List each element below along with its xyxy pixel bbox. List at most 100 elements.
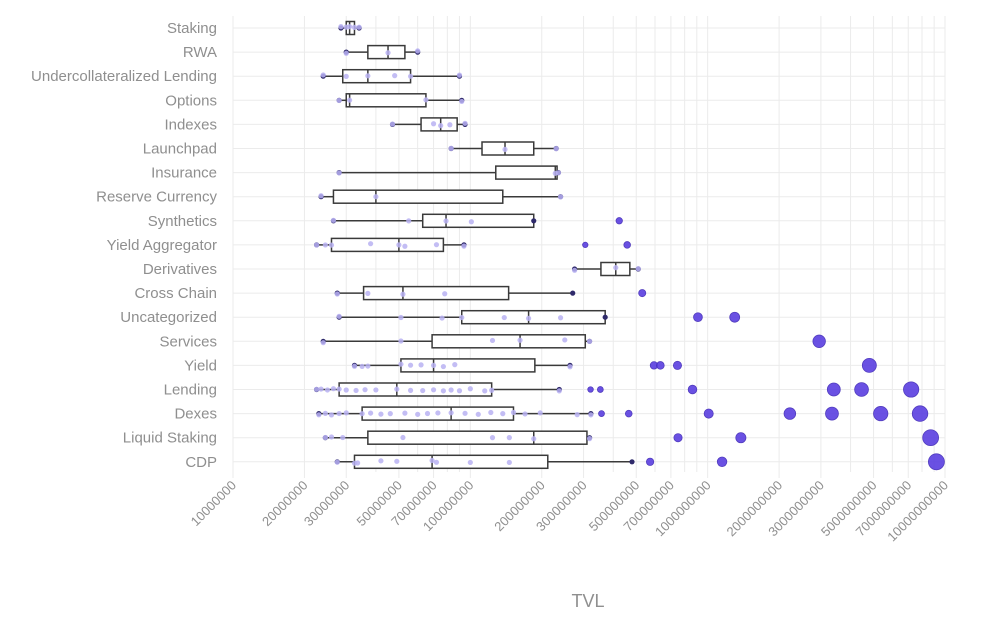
data-point-options <box>423 97 429 103</box>
category-label-indexes: Indexes <box>164 116 217 133</box>
data-point-lending <box>556 388 562 394</box>
data-point-undercollateralized-lending <box>456 72 463 78</box>
data-point-yield-aggregator <box>396 242 402 248</box>
category-label-insurance: Insurance <box>151 165 217 182</box>
data-point-dexes <box>435 410 441 416</box>
outlier-point-synthetics <box>615 217 623 225</box>
category-label-derivatives: Derivatives <box>143 261 217 278</box>
data-point-uncategorized <box>459 314 465 321</box>
outlier-point-cdp <box>646 457 655 466</box>
category-label-lending: Lending <box>164 382 217 399</box>
data-point-yield <box>407 362 414 368</box>
data-point-yield <box>365 363 371 369</box>
x-axis-title: TVL <box>571 591 604 611</box>
outlier-point-uncategorized <box>729 311 741 323</box>
data-point-yield <box>440 363 446 370</box>
category-label-yield: Yield <box>184 357 217 374</box>
data-point-dexes <box>488 409 494 416</box>
data-point-yield-aggregator <box>322 242 328 248</box>
data-point-derivatives <box>572 267 578 273</box>
data-point-lending <box>330 386 337 392</box>
data-point-yield-aggregator <box>433 242 440 248</box>
data-point-yield-aggregator <box>461 243 467 249</box>
point-layer <box>313 24 945 471</box>
box-insurance <box>336 165 562 180</box>
data-point-indexes <box>389 121 396 127</box>
iqr-box-synthetics <box>421 213 535 229</box>
data-point-indexes <box>447 122 453 128</box>
data-point-launchpad <box>553 146 559 152</box>
category-label-options: Options <box>165 92 217 109</box>
data-point-indexes <box>430 121 437 127</box>
data-point-dexes <box>475 411 481 417</box>
x-tick-label: 30000000 <box>301 478 353 530</box>
data-point-services <box>586 338 593 344</box>
data-point-synthetics <box>443 218 449 224</box>
data-point-lending <box>324 387 331 393</box>
data-point-liquid-staking <box>506 435 512 441</box>
outlier-point-uncategorized <box>693 312 703 323</box>
data-point-options <box>459 98 465 105</box>
data-point-dexes <box>510 409 517 416</box>
outlier-point-liquid-staking <box>922 429 939 447</box>
whisker-high-end-cross-chain <box>570 290 576 296</box>
outlier-point-dexes <box>624 409 633 418</box>
outlier-point-lending <box>903 381 920 398</box>
data-point-uncategorized <box>557 315 564 321</box>
data-point-undercollateralized-lending <box>343 73 349 79</box>
category-label-cdp: CDP <box>185 454 217 471</box>
data-point-lending <box>467 386 473 392</box>
data-point-reserve-currency <box>557 194 564 200</box>
outlier-point-services <box>812 334 826 348</box>
data-point-cross-chain <box>365 290 371 296</box>
outlier-point-lending <box>854 382 869 397</box>
data-point-lending <box>448 387 454 393</box>
data-point-cross-chain <box>400 291 406 297</box>
box-options <box>336 93 465 108</box>
data-point-rwa <box>385 50 391 56</box>
outlier-point-cdp <box>716 456 728 467</box>
data-point-lending <box>407 387 414 393</box>
data-point-yield <box>398 361 404 367</box>
data-point-services <box>562 337 568 343</box>
data-point-lending <box>456 388 463 394</box>
data-point-lending <box>482 388 488 394</box>
data-point-cdp <box>467 459 473 466</box>
iqr-box-yield-aggregator <box>330 237 445 253</box>
iqr-box-uncategorized <box>460 309 606 325</box>
data-point-cdp <box>433 459 440 465</box>
category-label-reserve-currency: Reserve Currency <box>96 189 217 206</box>
data-point-services <box>398 338 404 344</box>
data-point-staking <box>356 24 362 30</box>
iqr-box-insurance <box>495 165 558 180</box>
data-point-synthetics <box>468 219 474 225</box>
whisker-high-end-synthetics <box>531 218 537 224</box>
data-point-cdp <box>429 457 435 464</box>
whisker-high-end-uncategorized <box>602 314 608 320</box>
outlier-point-dexes <box>911 405 929 422</box>
iqr-box-undercollateralized-lending <box>341 68 412 84</box>
data-point-undercollateralized-lending <box>407 73 414 79</box>
box-reserve-currency <box>318 189 564 204</box>
data-point-staking <box>351 24 358 30</box>
box-uncategorized <box>336 309 608 325</box>
data-point-lending <box>362 387 368 393</box>
data-point-lending <box>353 387 359 394</box>
data-point-lending <box>420 387 426 394</box>
data-point-liquid-staking <box>531 436 537 442</box>
data-point-dexes <box>343 410 349 416</box>
category-label-synthetics: Synthetics <box>148 213 217 230</box>
iqr-box-reserve-currency <box>332 189 504 204</box>
data-point-cdp <box>378 458 384 464</box>
outlier-point-yield-aggregator <box>582 241 589 249</box>
category-label-services: Services <box>159 333 217 350</box>
data-point-services <box>517 337 523 343</box>
category-label-cross-chain: Cross Chain <box>134 285 217 302</box>
data-point-lending <box>373 387 379 393</box>
data-point-liquid-staking <box>489 435 496 441</box>
data-point-liquid-staking <box>400 434 406 441</box>
data-point-reserve-currency <box>373 194 379 200</box>
data-point-dexes <box>522 411 528 417</box>
